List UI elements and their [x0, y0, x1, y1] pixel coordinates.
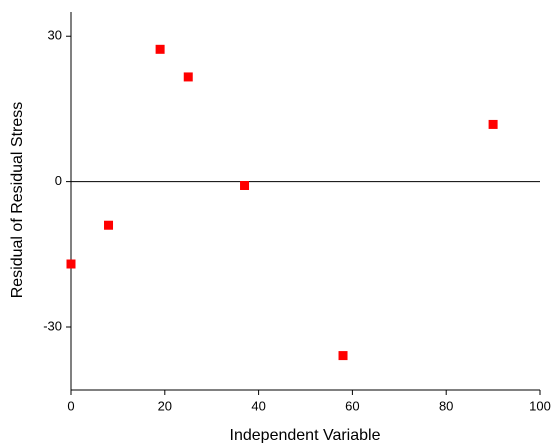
y-tick-label: 30: [48, 28, 62, 43]
x-tick-label: 40: [251, 398, 265, 413]
point: [240, 180, 250, 190]
y-axis-label: Residual of Residual Stress: [9, 102, 26, 299]
point: [66, 259, 76, 269]
x-tick-label: 60: [345, 398, 359, 413]
point: [488, 119, 498, 129]
x-tick-label: 100: [529, 398, 551, 413]
point: [338, 351, 348, 361]
point: [155, 44, 165, 54]
x-tick-label: 20: [158, 398, 172, 413]
y-tick-label: -30: [43, 318, 62, 333]
point: [183, 72, 193, 82]
y-tick-label: 0: [55, 173, 62, 188]
x-axis-label: Independent Variable: [230, 427, 381, 443]
x-tick-label: 80: [439, 398, 453, 413]
point: [104, 220, 114, 230]
x-tick-label: 0: [67, 398, 74, 413]
